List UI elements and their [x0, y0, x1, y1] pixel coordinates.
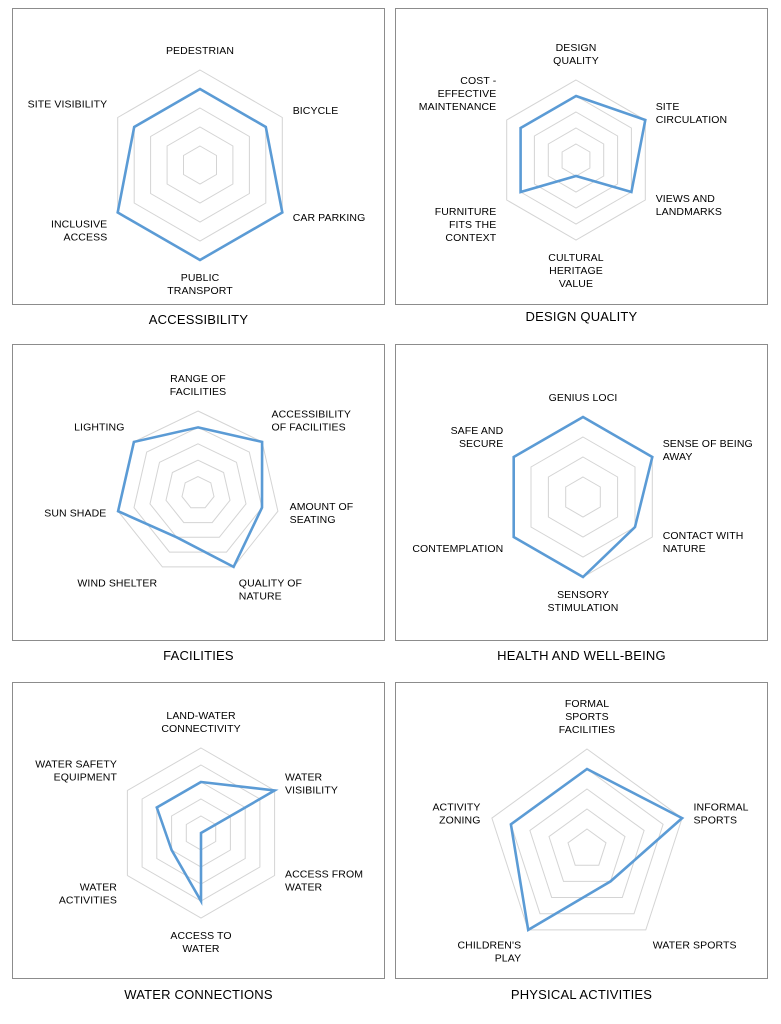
series-line [509, 767, 685, 932]
axis-label-water-safety-equipment: WATER SAFETY EQUIPMENT [35, 759, 117, 784]
chart-caption-design-quality: DESIGN QUALITY [525, 309, 638, 324]
grid-ring-4 [133, 88, 267, 242]
grid-ring-3 [529, 788, 645, 898]
axis-label-cultural-heritage-value: CULTURAL HERITAGE VALUE [548, 252, 604, 290]
grid-ring-3 [530, 436, 636, 558]
axis-label-design-quality: DESIGN QUALITY [553, 42, 599, 67]
grid-ring-5 [117, 69, 283, 261]
chart-caption-facilities: FACILITIES [163, 648, 234, 663]
grid-ring-1 [561, 143, 591, 177]
series-line [519, 94, 647, 194]
axis-label-water-sports: WATER SPORTS [653, 940, 737, 952]
chart-caption-water-connections: WATER CONNECTIONS [124, 987, 273, 1002]
axis-label-pedestrian: PEDESTRIAN [166, 45, 234, 57]
grid-ring-4 [513, 416, 653, 578]
grid-ring-2 [548, 808, 626, 882]
axis-label-water-visibility: WATER VISIBILITY [285, 772, 338, 797]
grid-ring-1 [181, 476, 215, 509]
axis-label-views-and-landmarks: VIEWS AND LANDMARKS [656, 193, 722, 218]
series-line [116, 426, 264, 569]
axis-label-public-transport: PUBLIC TRANSPORT [167, 272, 233, 297]
radar-panel-design-quality: DESIGN QUALITY SITE CIRCULATION VIEWS AND LAN… [395, 8, 768, 305]
axis-label-inclusive-access: INCLUSIVE ACCESS [51, 219, 107, 244]
grid-ring-3 [533, 111, 619, 209]
axis-label-furniture-fits-the-context: FURNITURE FITS THE CONTEXT [435, 206, 497, 244]
axis-label-water-activities: WATER ACTIVITIES [59, 882, 117, 907]
axis-label-land-water-connectivity: LAND-WATER CONNECTIVITY [161, 710, 240, 735]
axis-label-informal-sports: INFORMAL SPORTS [694, 801, 749, 826]
axis-label-genius-loci: GENIUS LOCI [549, 392, 618, 404]
axis-label-amount-of-seating: AMOUNT OF SEATING [290, 501, 354, 526]
grid-ring-1 [565, 476, 601, 518]
radar-grid [491, 748, 683, 931]
radar-panel-facilities: RANGE OF FACILITIES ACCESSIBILITY OF FACILI… [12, 344, 385, 641]
grid-ring-5 [491, 748, 683, 931]
axis-label-wind-shelter: WIND SHELTER [77, 578, 157, 590]
axis-label-range-of-facilities: RANGE OF FACILITIES [170, 373, 226, 398]
grid-ring-3 [149, 443, 247, 538]
axis-label-accessibility-of-facilities: ACCESSIBILITY OF FACILITIES [272, 408, 352, 433]
axis-label-contemplation: CONTEMPLATION [412, 543, 503, 555]
grid-ring-3 [150, 107, 250, 223]
axis-label-sensory-stimulation: SENSORY STIMULATION [548, 589, 619, 614]
radar-grid [117, 410, 279, 568]
grid-ring-5 [117, 410, 279, 568]
grid-ring-2 [547, 456, 619, 538]
grid-ring-4 [520, 95, 632, 225]
radar-chart-water-connections: LAND-WATER CONNECTIVITY WATER VISIBILITY ACC… [35, 710, 363, 955]
chart-caption-health-and-well-being: HEALTH AND WELL-BEING [497, 648, 666, 663]
radar-grid [506, 79, 646, 241]
radar-chart-design-quality: DESIGN QUALITY SITE CIRCULATION VIEWS AND LAN… [419, 42, 728, 290]
axis-label-sun-shade: SUN SHADE [44, 507, 106, 519]
axis-label-activity-zoning: ACTIVITY ZONING [432, 801, 480, 826]
axis-label-bicycle: BICYCLE [293, 105, 339, 117]
grid-ring-2 [165, 459, 231, 524]
axis-label-formal-sports-facilities: FORMAL SPORTS FACILITIES [559, 698, 615, 736]
radar-grid [117, 69, 283, 261]
grid-ring-1 [183, 145, 217, 185]
chart-caption-physical-activities: PHYSICAL ACTIVITIES [510, 987, 653, 1002]
axis-label-sense-of-being-away: SENSE OF BEING AWAY [663, 438, 753, 463]
axis-label-quality-of-nature: QUALITY OF NATURE [239, 578, 302, 603]
series-line [512, 415, 654, 579]
axis-label-access-to-water: ACCESS TO WATER [170, 930, 231, 955]
grid-ring-4 [133, 426, 263, 553]
radar-chart-health-and-well-being: GENIUS LOCI SENSE OF BEING AWAY CONTACT WIT… [412, 392, 753, 614]
axis-label-site-circulation: SITE CIRCULATION [656, 101, 728, 126]
grid-ring-5 [506, 79, 646, 241]
radar-panel-physical-activities: FORMAL SPORTS FACILITIES INFORMAL SPORTS WATE… [395, 682, 768, 979]
axis-label-access-from-water: ACCESS FROM WATER [285, 869, 363, 894]
radar-chart-accessibility: PEDESTRIAN BICYCLE CAR PARKING PUBLIC TRANSP… [28, 45, 366, 297]
axis-label-children-s-play: CHILDREN'S PLAY [458, 940, 522, 965]
axis-label-safe-and-secure: SAFE AND SECURE [451, 425, 504, 450]
grid-ring-2 [547, 127, 605, 193]
series-line [116, 87, 284, 262]
radar-panel-health-and-well-being: GENIUS LOCI SENSE OF BEING AWAY CONTACT WIT… [395, 344, 768, 641]
axis-label-contact-with-nature: CONTACT WITH NATURE [663, 530, 744, 555]
radar-grid [513, 416, 653, 578]
radar-panel-accessibility: PEDESTRIAN BICYCLE CAR PARKING PUBLIC TRANSP… [12, 8, 385, 305]
chart-caption-accessibility: ACCESSIBILITY [148, 312, 249, 327]
radar-panel-water-connections: LAND-WATER CONNECTIVITY WATER VISIBILITY ACC… [12, 682, 385, 979]
radar-chart-physical-activities: FORMAL SPORTS FACILITIES INFORMAL SPORTS WATE… [432, 698, 749, 965]
grid-ring-1 [567, 828, 607, 866]
axis-label-car-parking: CAR PARKING [293, 212, 366, 224]
radar-chart-facilities: RANGE OF FACILITIES ACCESSIBILITY OF FACILI… [44, 373, 354, 603]
grid-ring-2 [166, 126, 234, 204]
axis-label-lighting: LIGHTING [74, 421, 124, 433]
axis-label-cost-effective-maintenance: COST -EFFECTIVE MAINTENANCE [419, 75, 497, 113]
series-line [155, 780, 279, 906]
axis-label-site-visibility: SITE VISIBILITY [28, 99, 108, 111]
